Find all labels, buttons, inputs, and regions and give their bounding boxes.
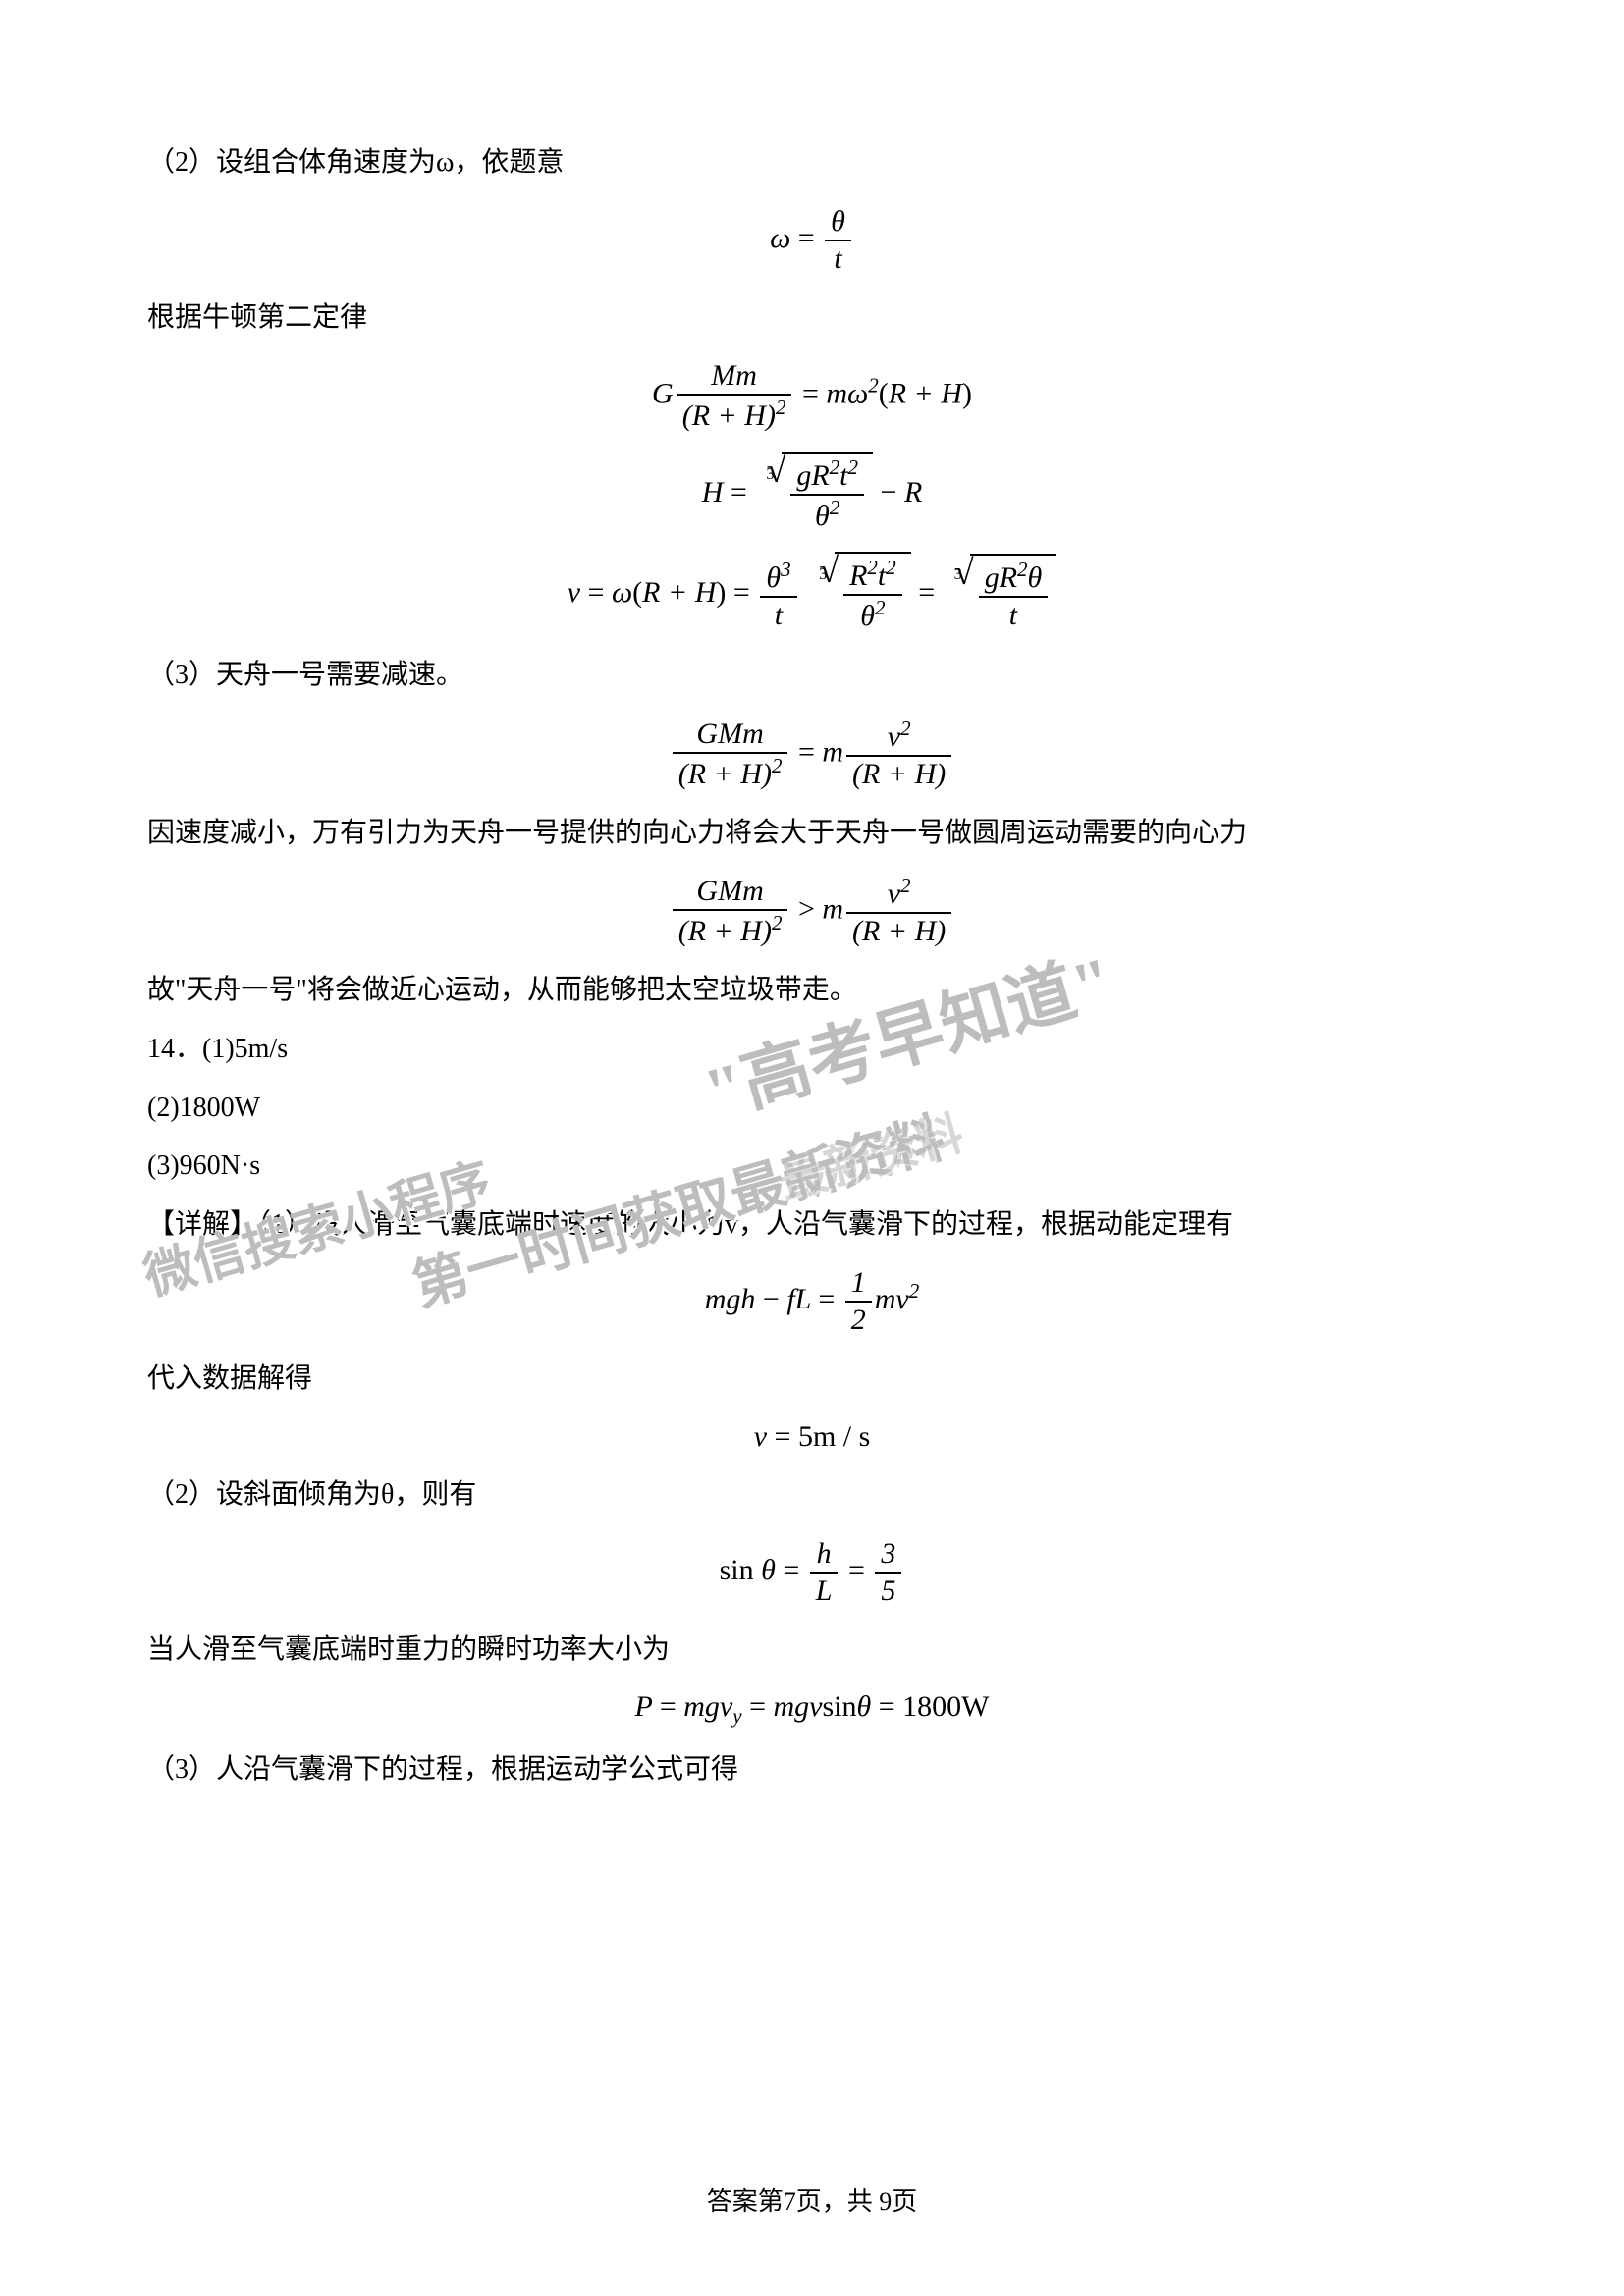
paragraph: （3）人沿气囊滑下的过程，根据运动学公式可得 <box>147 1746 1477 1793</box>
page-content: （2）设组合体角速度为ω，依题意 ω = θt 根据牛顿第二定律 GMm(R +… <box>0 0 1624 1884</box>
formula-centripetal-gt: GMm(R + H)2 > mv2(R + H) <box>147 874 1477 949</box>
paragraph: 故"天舟一号"将会做近心运动，从而能够把太空垃圾带走。 <box>147 967 1477 1014</box>
paragraph: 代入数据解得 <box>147 1356 1477 1403</box>
paragraph: （2）设斜面倾角为θ，则有 <box>147 1471 1477 1519</box>
paragraph: 当人滑至气囊底端时重力的瞬时功率大小为 <box>147 1627 1477 1674</box>
formula-work-energy: mgh − fL = 12mv2 <box>147 1265 1477 1338</box>
formula-v-result: v = 5m / s <box>147 1420 1477 1454</box>
paragraph: 因速度减小，万有引力为天舟一号提供的向心力将会大于天舟一号做圆周运动需要的向心力 <box>147 810 1477 857</box>
formula-centripetal-eq: GMm(R + H)2 = mv2(R + H) <box>147 717 1477 792</box>
paragraph: 根据牛顿第二定律 <box>147 294 1477 342</box>
paragraph: （3）天舟一号需要减速。 <box>147 652 1477 699</box>
q14-ans2: (2)1800W <box>147 1085 1477 1132</box>
page-footer: 答案第7页，共 9页 <box>0 2181 1624 2217</box>
formula-newton: GMm(R + H)2 = mω2(R + H) <box>147 358 1477 434</box>
footer-suffix: 页 <box>892 2187 917 2216</box>
formula-v: v = ω(R + H) = θ3t 3√R2t2θ2 = 3√gR2θt <box>147 552 1477 634</box>
formula-H: H = 3√gR2t2θ2 − R <box>147 452 1477 534</box>
footer-mid: 页，共 <box>796 2187 880 2216</box>
formula-sintheta: sin θ = hL = 35 <box>147 1536 1477 1609</box>
paragraph: （2）设组合体角速度为ω，依题意 <box>147 139 1477 187</box>
footer-page-total: 9 <box>879 2187 892 2216</box>
q14-ans3: (3)960N·s <box>147 1143 1477 1190</box>
footer-prefix: 答案第 <box>707 2187 784 2216</box>
q14-ans1: 14．(1)5m/s <box>147 1026 1477 1073</box>
formula-omega: ω = θt <box>147 204 1477 277</box>
footer-page-current: 7 <box>784 2187 796 2216</box>
formula-power: P = mgvy = mgvsinθ = 1800W <box>147 1690 1477 1729</box>
paragraph: 【详解】（1）设人滑至气囊底端时速度的大小为v，人沿气囊滑下的过程，根据动能定理… <box>147 1201 1477 1249</box>
